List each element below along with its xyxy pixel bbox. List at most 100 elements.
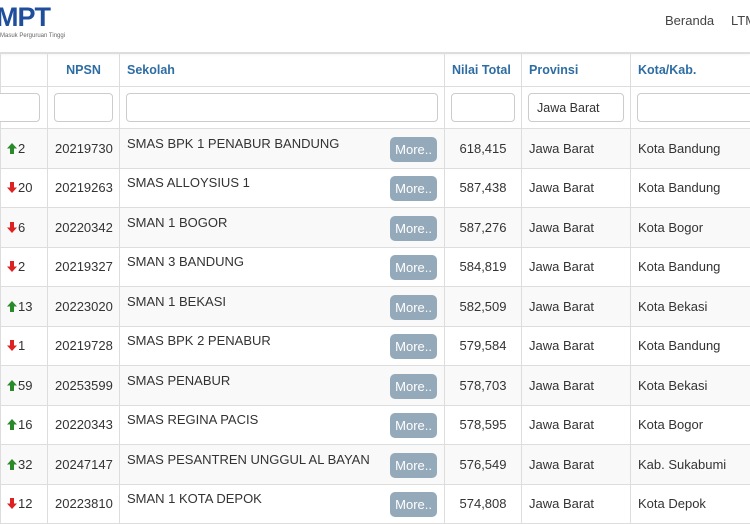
more-button[interactable]: More..: [390, 334, 437, 359]
nilai-total: 579,584: [445, 326, 522, 366]
school-cell: SMAS BPK 1 PENABUR BANDUNG More..: [127, 135, 437, 162]
arrow-down-icon: [7, 261, 17, 272]
more-button[interactable]: More..: [390, 453, 437, 478]
nav-ltm[interactable]: LTM: [731, 13, 750, 28]
provinsi: Jawa Barat: [522, 484, 631, 524]
rank-change: 16: [18, 417, 32, 432]
school-cell: SMAN 1 BOGOR More..: [127, 214, 437, 241]
more-button[interactable]: More..: [390, 255, 437, 280]
provinsi: Jawa Barat: [522, 129, 631, 169]
more-button[interactable]: More..: [390, 176, 437, 201]
arrow-up-icon: [7, 301, 17, 312]
nilai-total: 618,415: [445, 129, 522, 169]
header-sekolah[interactable]: Sekolah: [120, 54, 445, 87]
npsn: 20220342: [48, 208, 120, 248]
table-row: 20 20219263 SMAS ALLOYSIUS 1 More.. 587,4…: [1, 168, 750, 208]
kota: Kota Bogor: [631, 405, 750, 445]
provinsi: Jawa Barat: [522, 405, 631, 445]
arrow-up-icon: [7, 419, 17, 430]
filter-nilai[interactable]: [451, 93, 515, 122]
header-npsn[interactable]: NPSN: [48, 54, 120, 87]
filter-kota[interactable]: [637, 93, 750, 122]
more-button[interactable]: More..: [390, 413, 437, 438]
npsn: 20219327: [48, 247, 120, 287]
school-cell: SMAS BPK 2 PENABUR More..: [127, 332, 437, 359]
rank-change: 2: [18, 141, 25, 156]
nav-beranda[interactable]: Beranda: [665, 13, 714, 28]
provinsi: Jawa Barat: [522, 208, 631, 248]
school-name: SMAS BPK 2 PENABUR: [127, 332, 271, 348]
provinsi: Jawa Barat: [522, 287, 631, 327]
header-kota[interactable]: Kota/Kab.: [631, 54, 750, 87]
rank-change: 59: [18, 378, 32, 393]
ranking-table: NPSN Sekolah Nilai Total Provinsi Kota/K…: [0, 53, 750, 524]
filter-rank[interactable]: [0, 93, 40, 122]
school-name: SMAN 1 BOGOR: [127, 214, 227, 230]
provinsi: Jawa Barat: [522, 445, 631, 485]
arrow-up-icon: [7, 459, 17, 470]
filter-provinsi[interactable]: [528, 93, 624, 122]
nilai-total: 578,703: [445, 366, 522, 406]
arrow-down-icon: [7, 182, 17, 193]
school-cell: SMAN 3 BANDUNG More..: [127, 253, 437, 280]
kota: Kota Bandung: [631, 247, 750, 287]
more-button[interactable]: More..: [390, 137, 437, 162]
rank-change: 32: [18, 457, 32, 472]
kota: Kota Depok: [631, 484, 750, 524]
header-provinsi[interactable]: Provinsi: [522, 54, 631, 87]
more-button[interactable]: More..: [390, 295, 437, 320]
school-name: SMAS BPK 1 PENABUR BANDUNG: [127, 135, 339, 151]
rank-change: 6: [18, 220, 25, 235]
provinsi: Jawa Barat: [522, 326, 631, 366]
nilai-total: 587,438: [445, 168, 522, 208]
table-row: 2 20219730 SMAS BPK 1 PENABUR BANDUNG Mor…: [1, 129, 750, 169]
nilai-total: 578,595: [445, 405, 522, 445]
header-nilai-total[interactable]: Nilai Total: [445, 54, 522, 87]
table-row: 32 20247147 SMAS PESANTREN UNGGUL AL BAY…: [1, 445, 750, 485]
logo-subtitle: Masuk Perguruan Tinggi: [0, 33, 65, 40]
arrow-up-icon: [7, 380, 17, 391]
npsn: 20223020: [48, 287, 120, 327]
nilai-total: 574,808: [445, 484, 522, 524]
npsn: 20220343: [48, 405, 120, 445]
more-button[interactable]: More..: [390, 374, 437, 399]
arrow-down-icon: [7, 340, 17, 351]
school-name: SMAN 3 BANDUNG: [127, 253, 244, 269]
kota: Kota Bandung: [631, 129, 750, 169]
kota: Kota Bandung: [631, 326, 750, 366]
kota: Kab. Sukabumi: [631, 445, 750, 485]
rank-change: 2: [18, 259, 25, 274]
arrow-up-icon: [7, 143, 17, 154]
filter-npsn[interactable]: [54, 93, 113, 122]
school-cell: SMAS ALLOYSIUS 1 More..: [127, 174, 437, 201]
nilai-total: 584,819: [445, 247, 522, 287]
kota: Kota Bekasi: [631, 366, 750, 406]
kota: Kota Bogor: [631, 208, 750, 248]
school-name: SMAS PESANTREN UNGGUL AL BAYAN: [127, 451, 370, 467]
nilai-total: 587,276: [445, 208, 522, 248]
npsn: 20223810: [48, 484, 120, 524]
npsn: 20219728: [48, 326, 120, 366]
arrow-down-icon: [7, 222, 17, 233]
filter-sekolah[interactable]: [126, 93, 438, 122]
kota: Kota Bekasi: [631, 287, 750, 327]
school-cell: SMAS PESANTREN UNGGUL AL BAYAN More..: [127, 451, 437, 478]
npsn: 20219263: [48, 168, 120, 208]
rank-change: 12: [18, 496, 32, 511]
npsn: 20219730: [48, 129, 120, 169]
more-button[interactable]: More..: [390, 492, 437, 517]
rank-change: 20: [18, 180, 32, 195]
school-name: SMAS ALLOYSIUS 1: [127, 174, 250, 190]
logo[interactable]: MPT: [0, 3, 50, 31]
more-button[interactable]: More..: [390, 216, 437, 241]
header-rank[interactable]: [1, 54, 48, 87]
